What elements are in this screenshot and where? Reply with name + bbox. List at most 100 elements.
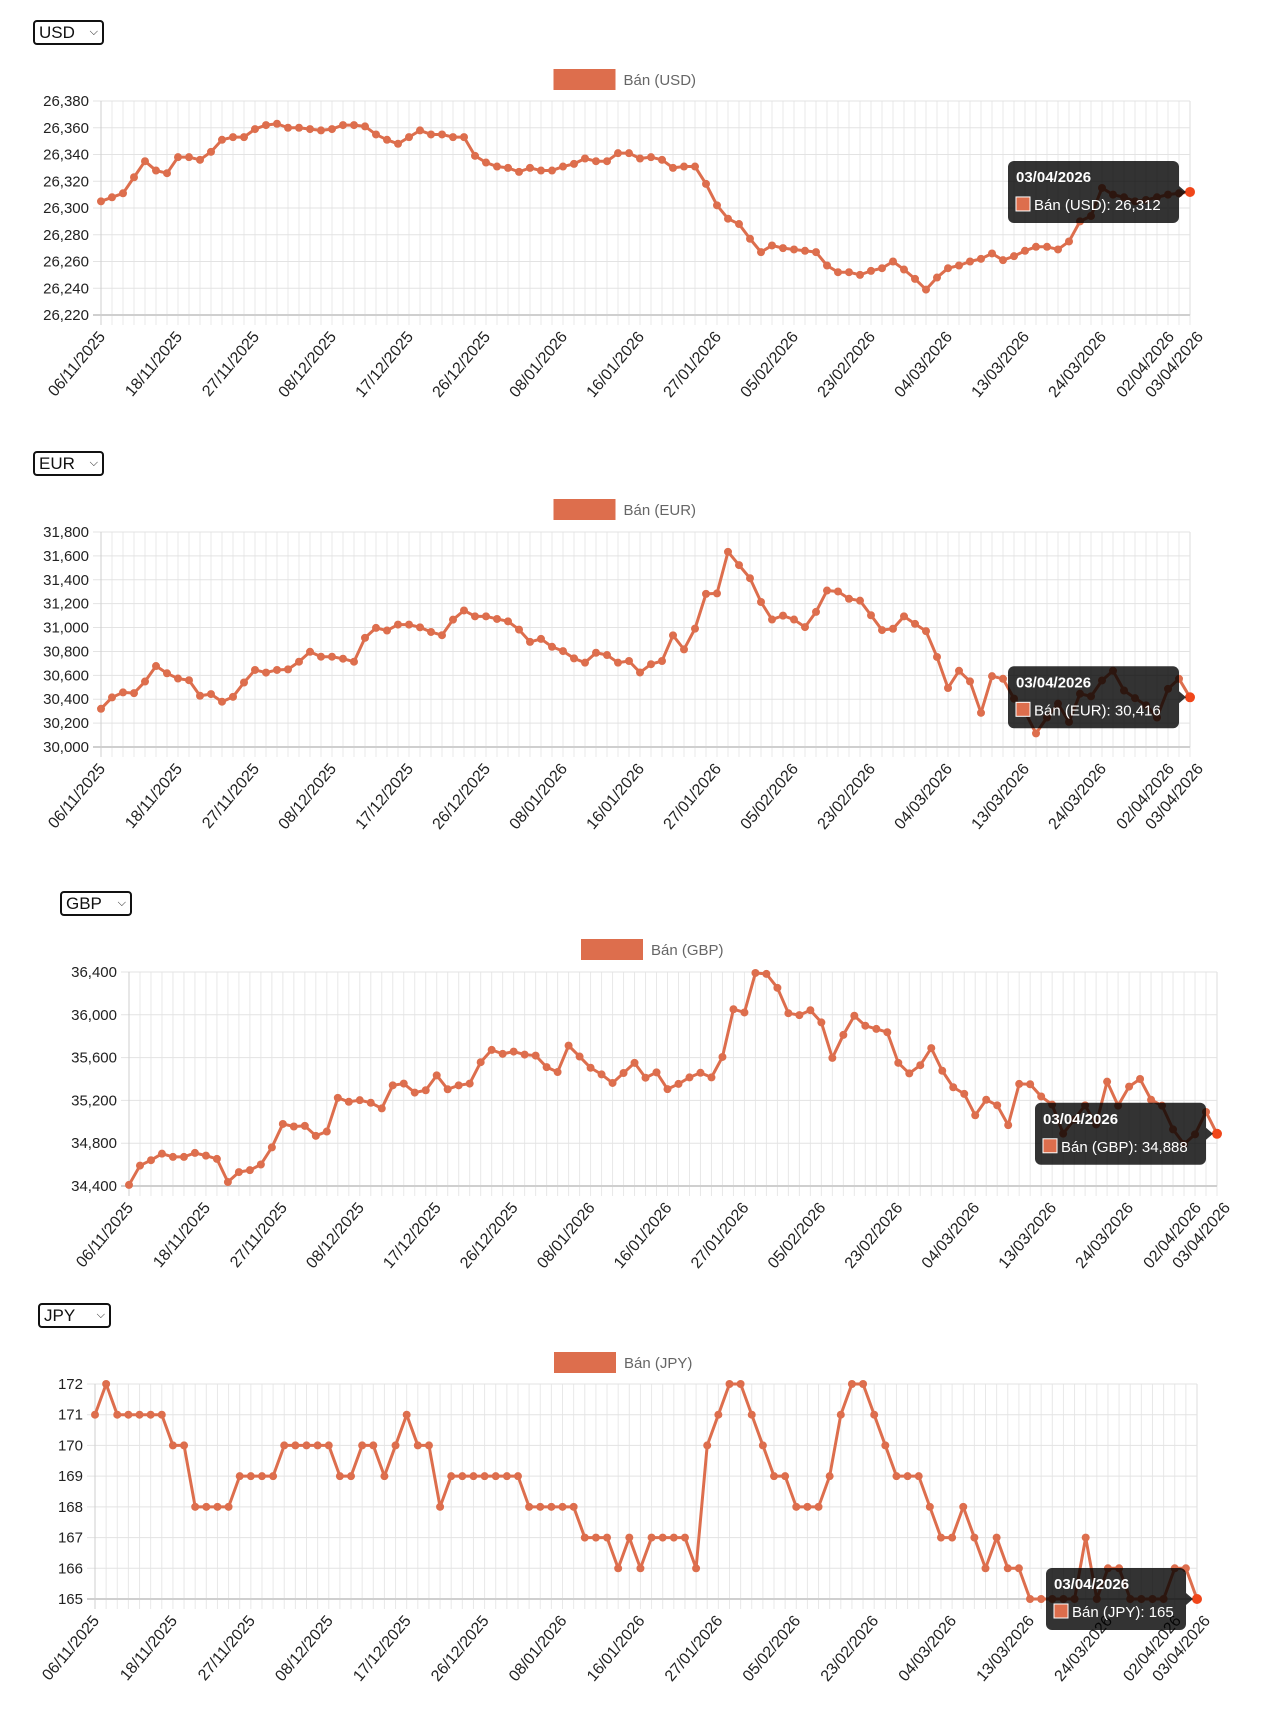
- data-point[interactable]: [548, 642, 556, 651]
- data-point[interactable]: [792, 1502, 801, 1511]
- data-point[interactable]: [251, 665, 259, 674]
- data-point[interactable]: [724, 547, 732, 556]
- data-point[interactable]: [413, 1441, 422, 1450]
- data-point[interactable]: [1026, 1595, 1035, 1603]
- data-point[interactable]: [889, 257, 897, 266]
- data-point[interactable]: [570, 654, 578, 663]
- data-point[interactable]: [558, 1502, 567, 1511]
- data-point[interactable]: [977, 254, 985, 263]
- data-point[interactable]: [537, 634, 545, 643]
- data-point[interactable]: [405, 133, 413, 142]
- data-point[interactable]: [344, 1097, 353, 1106]
- data-point[interactable]: [436, 1502, 445, 1511]
- data-point[interactable]: [1125, 1082, 1134, 1091]
- data-point[interactable]: [894, 1058, 903, 1067]
- data-point[interactable]: [1021, 246, 1029, 255]
- data-point[interactable]: [1004, 1121, 1013, 1130]
- data-point[interactable]: [784, 1009, 793, 1018]
- data-point[interactable]: [1147, 1095, 1156, 1104]
- data-point[interactable]: [949, 1083, 958, 1092]
- data-point[interactable]: [1037, 1595, 1046, 1603]
- data-point[interactable]: [438, 631, 446, 640]
- data-point[interactable]: [424, 1441, 433, 1450]
- data-point[interactable]: [966, 677, 974, 686]
- data-point[interactable]: [427, 130, 435, 139]
- data-point[interactable]: [311, 1131, 320, 1140]
- data-point[interactable]: [130, 689, 138, 698]
- data-point[interactable]: [592, 648, 600, 657]
- data-point[interactable]: [903, 1472, 912, 1481]
- data-point[interactable]: [328, 652, 336, 661]
- data-point[interactable]: [608, 1078, 617, 1087]
- data-point[interactable]: [482, 612, 490, 621]
- data-point[interactable]: [454, 1081, 463, 1090]
- data-point[interactable]: [289, 1122, 298, 1131]
- data-point[interactable]: [999, 674, 1007, 683]
- data-point[interactable]: [471, 612, 479, 621]
- data-point[interactable]: [458, 1472, 467, 1481]
- data-point[interactable]: [714, 1410, 723, 1419]
- data-point[interactable]: [569, 1502, 578, 1511]
- data-point[interactable]: [152, 166, 160, 175]
- data-point[interactable]: [324, 1441, 333, 1450]
- data-point[interactable]: [482, 158, 490, 167]
- data-point[interactable]: [493, 162, 501, 171]
- data-point[interactable]: [641, 1073, 650, 1082]
- data-point[interactable]: [191, 1502, 200, 1511]
- data-point[interactable]: [911, 274, 919, 283]
- data-point[interactable]: [828, 1053, 837, 1062]
- legend-swatch[interactable]: [553, 69, 616, 90]
- data-point[interactable]: [658, 657, 666, 665]
- data-point[interactable]: [955, 261, 963, 270]
- legend-label[interactable]: Bán (JPY): [624, 1355, 692, 1372]
- data-point[interactable]: [812, 607, 820, 616]
- data-point[interactable]: [647, 660, 655, 669]
- data-point[interactable]: [692, 1564, 701, 1573]
- data-point[interactable]: [547, 1502, 556, 1511]
- data-point[interactable]: [280, 1441, 289, 1450]
- data-point-active[interactable]: [1185, 692, 1195, 703]
- data-point[interactable]: [944, 683, 952, 692]
- data-point[interactable]: [480, 1472, 489, 1481]
- data-point[interactable]: [966, 257, 974, 266]
- data-point[interactable]: [146, 1410, 155, 1419]
- data-point[interactable]: [982, 1095, 991, 1104]
- data-point[interactable]: [960, 1089, 969, 1098]
- data-point[interactable]: [509, 1047, 518, 1056]
- data-point[interactable]: [914, 1472, 923, 1481]
- data-point[interactable]: [469, 1472, 478, 1481]
- data-point[interactable]: [141, 677, 149, 686]
- data-point[interactable]: [410, 1088, 419, 1097]
- data-point[interactable]: [970, 1533, 979, 1542]
- data-point[interactable]: [300, 1121, 309, 1130]
- data-point[interactable]: [174, 674, 182, 683]
- data-point[interactable]: [680, 645, 688, 654]
- data-point[interactable]: [369, 1441, 378, 1450]
- data-point[interactable]: [881, 1441, 890, 1450]
- data-point[interactable]: [438, 130, 446, 139]
- data-point[interactable]: [335, 1472, 344, 1481]
- data-point[interactable]: [814, 1502, 823, 1511]
- data-point[interactable]: [130, 173, 138, 182]
- data-point[interactable]: [119, 189, 127, 198]
- data-point[interactable]: [515, 167, 523, 176]
- data-point[interactable]: [977, 708, 985, 717]
- data-point[interactable]: [196, 691, 204, 700]
- data-point[interactable]: [256, 1160, 265, 1169]
- legend-label[interactable]: Bán (USD): [624, 72, 697, 89]
- data-point[interactable]: [757, 248, 765, 257]
- data-point[interactable]: [504, 617, 512, 626]
- data-point[interactable]: [702, 589, 710, 598]
- data-point[interactable]: [570, 159, 578, 168]
- data-point[interactable]: [614, 149, 622, 158]
- data-point[interactable]: [580, 1533, 589, 1542]
- data-point[interactable]: [487, 1045, 496, 1054]
- data-point[interactable]: [1032, 729, 1040, 738]
- data-point[interactable]: [251, 125, 259, 134]
- data-point[interactable]: [889, 624, 897, 633]
- data-point[interactable]: [735, 220, 743, 229]
- data-point[interactable]: [229, 692, 237, 701]
- data-point[interactable]: [900, 265, 908, 274]
- data-point[interactable]: [306, 125, 314, 134]
- data-point[interactable]: [834, 587, 842, 596]
